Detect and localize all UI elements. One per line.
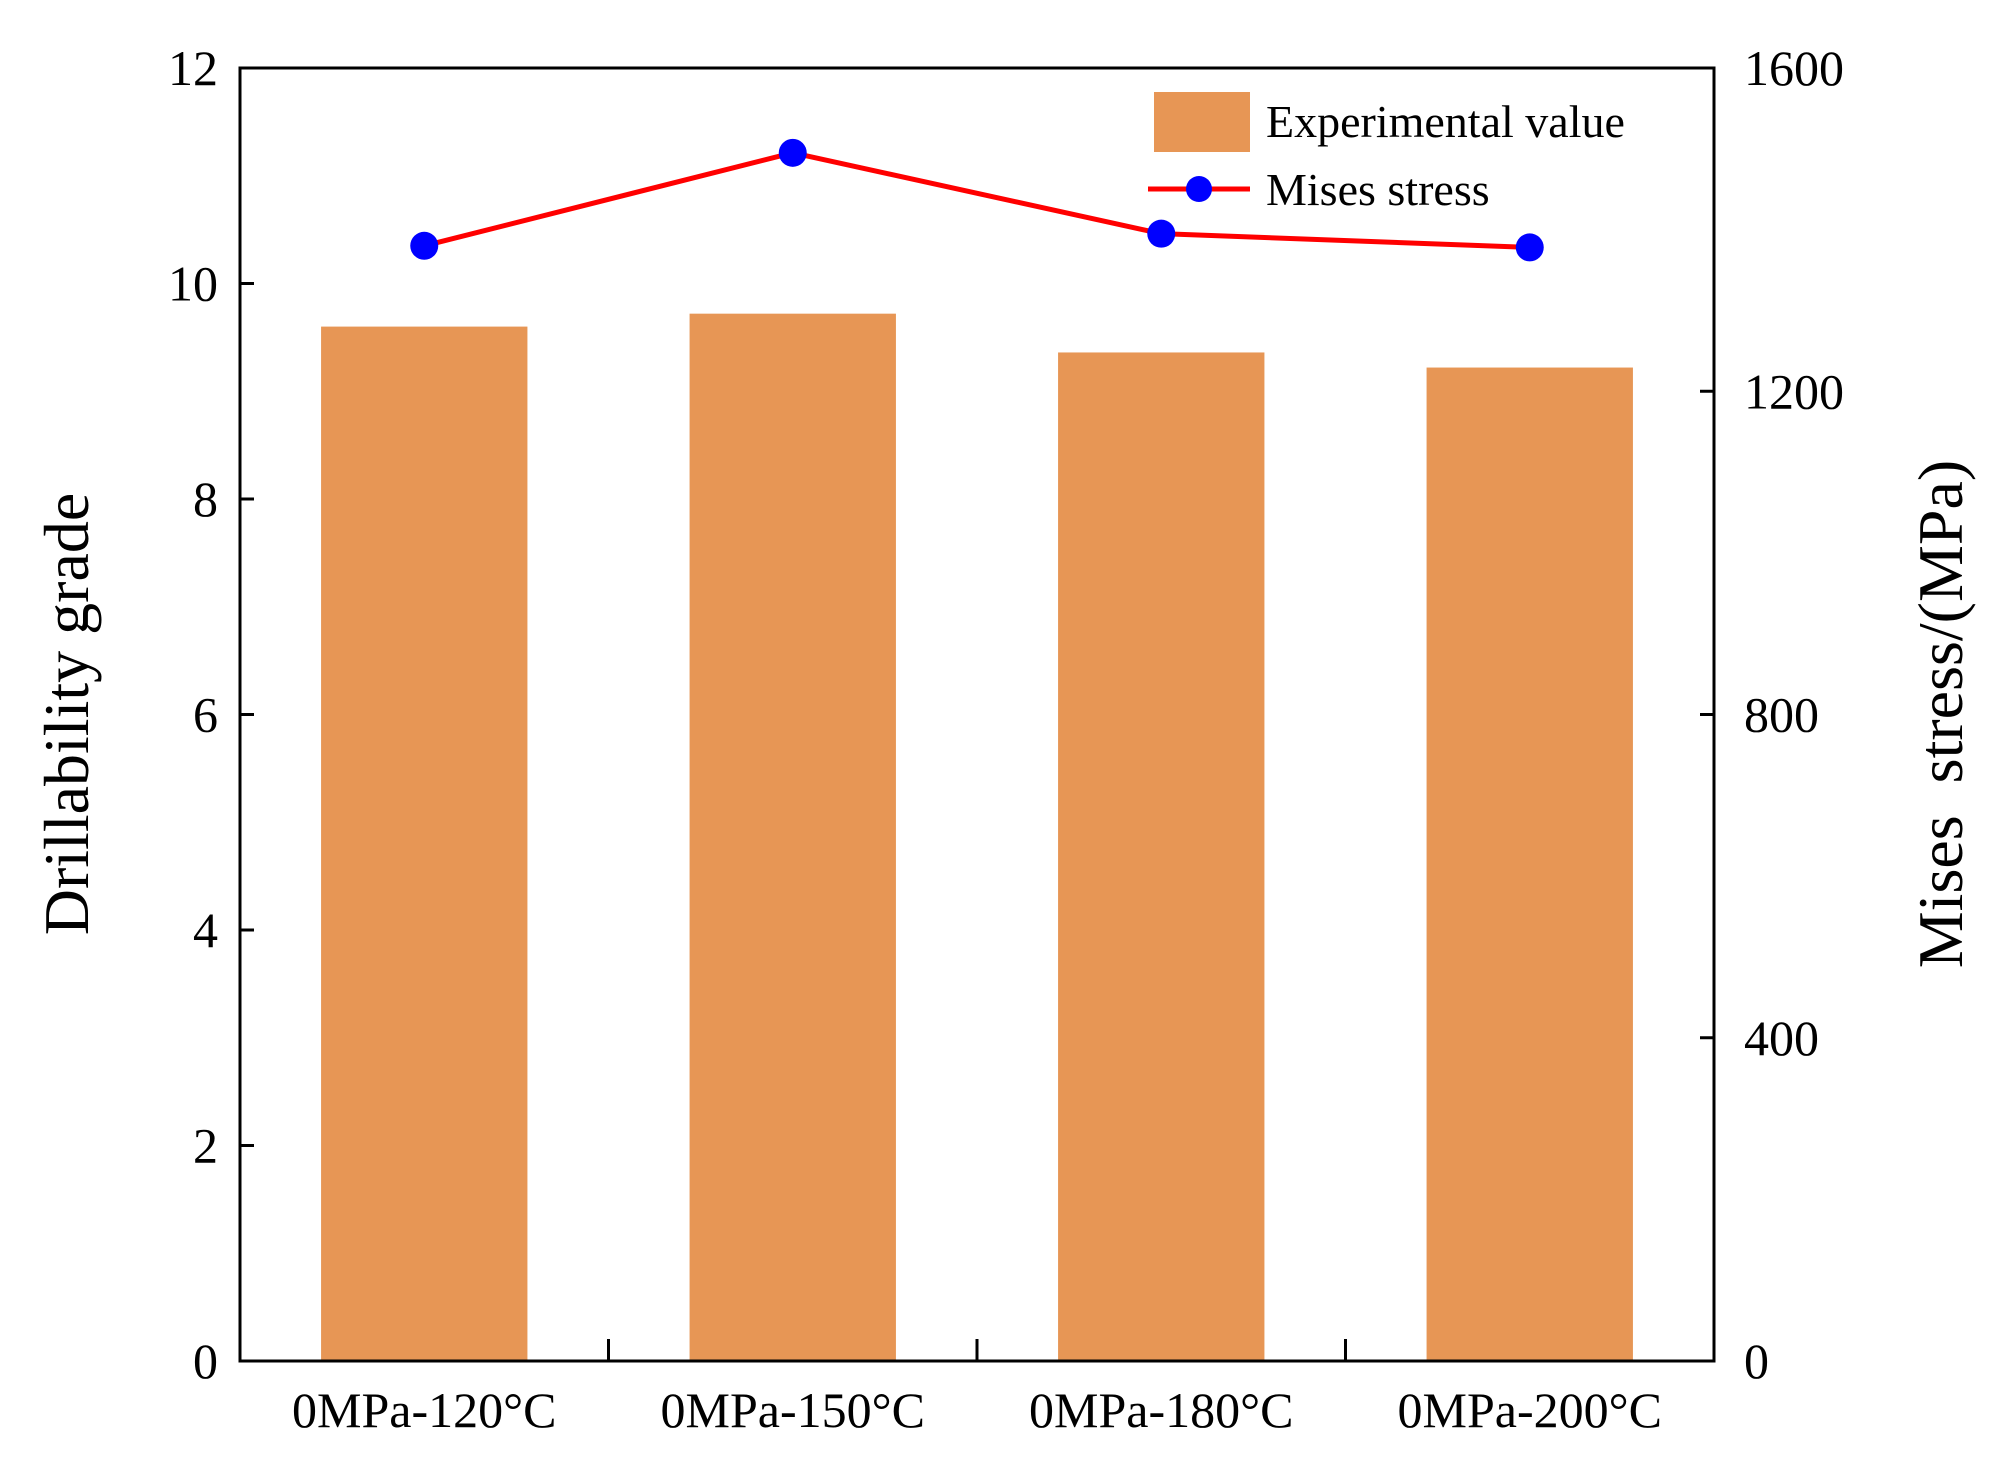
y2-tick-label-800: 800 <box>1744 687 1819 743</box>
y-tick-label-8: 8 <box>193 471 218 527</box>
bar-3 <box>1058 352 1265 1362</box>
mises-stress-point-1 <box>410 231 439 260</box>
y-tick-label-0: 0 <box>193 1333 218 1389</box>
y2-axis-title: Mises stress/(MPa) <box>1905 460 1976 968</box>
mises-stress-point-4 <box>1515 233 1544 262</box>
x-tick-label-1: 0MPa-120°C <box>292 1382 556 1438</box>
mises-stress-point-2 <box>778 138 807 167</box>
mises-stress-point-3 <box>1147 219 1176 248</box>
legend-line-marker <box>1186 176 1212 202</box>
y-axis-title: Drillability grade <box>31 493 102 936</box>
y2-tick-label-400: 400 <box>1744 1010 1819 1066</box>
axes-layer: 0 2 4 6 8 10 12 0 400 800 1200 1600 0MPa-120°C 0MPa-1… <box>168 40 1844 1438</box>
mises-stress-line <box>423 150 1530 250</box>
legend: Experimental value Mises stress <box>1148 92 1625 215</box>
y2-tick-label-0: 0 <box>1744 1333 1769 1389</box>
line-layer <box>410 138 1544 262</box>
x-tick-label-3: 0MPa-180°C <box>1029 1382 1293 1438</box>
legend-line-label: Mises stress <box>1266 164 1490 215</box>
x-tick-label-4: 0MPa-200°C <box>1398 1382 1662 1438</box>
bar-4 <box>1426 367 1633 1361</box>
bars-layer <box>321 313 1633 1362</box>
y-tick-label-10: 10 <box>168 256 218 312</box>
y-tick-label-2: 2 <box>193 1118 218 1174</box>
y2-tick-label-1600: 1600 <box>1744 40 1844 96</box>
x-tick-label-2: 0MPa-150°C <box>661 1382 925 1438</box>
bar-2 <box>689 313 896 1361</box>
y-tick-label-6: 6 <box>193 687 218 743</box>
bar-1 <box>321 326 528 1362</box>
y2-tick-label-1200: 1200 <box>1744 363 1844 419</box>
legend-bar-label: Experimental value <box>1266 96 1625 147</box>
y-tick-label-12: 12 <box>168 40 218 96</box>
y-tick-label-4: 4 <box>193 902 218 958</box>
legend-bar-swatch <box>1154 92 1250 152</box>
